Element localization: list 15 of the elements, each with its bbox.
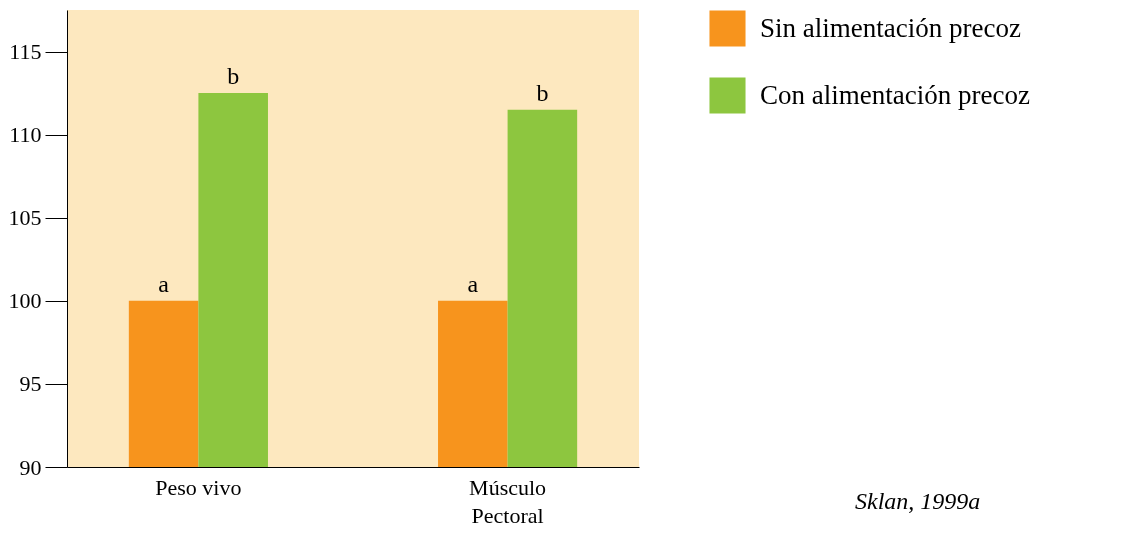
y-tick-label: 95 — [19, 371, 42, 397]
annotation: b — [227, 63, 240, 90]
y-tick-label: 105 — [8, 205, 42, 231]
annotation: a — [158, 270, 170, 297]
y-tick-label: 115 — [9, 39, 42, 65]
y-tick-label: 90 — [19, 454, 42, 480]
legend-label: Con alimentación precoz — [760, 79, 1030, 110]
legend-label: Sin alimentación precoz — [760, 12, 1021, 43]
x-tick-label: Músculo Pectoral — [469, 474, 547, 528]
y-tick-label: 100 — [8, 288, 42, 314]
annotation: a — [467, 270, 479, 297]
text: Sklan, 1999a — [855, 488, 981, 515]
y-tick-label: 110 — [9, 122, 42, 148]
annotation: b — [536, 79, 549, 106]
x-tick-label: Peso vivo — [155, 474, 242, 500]
